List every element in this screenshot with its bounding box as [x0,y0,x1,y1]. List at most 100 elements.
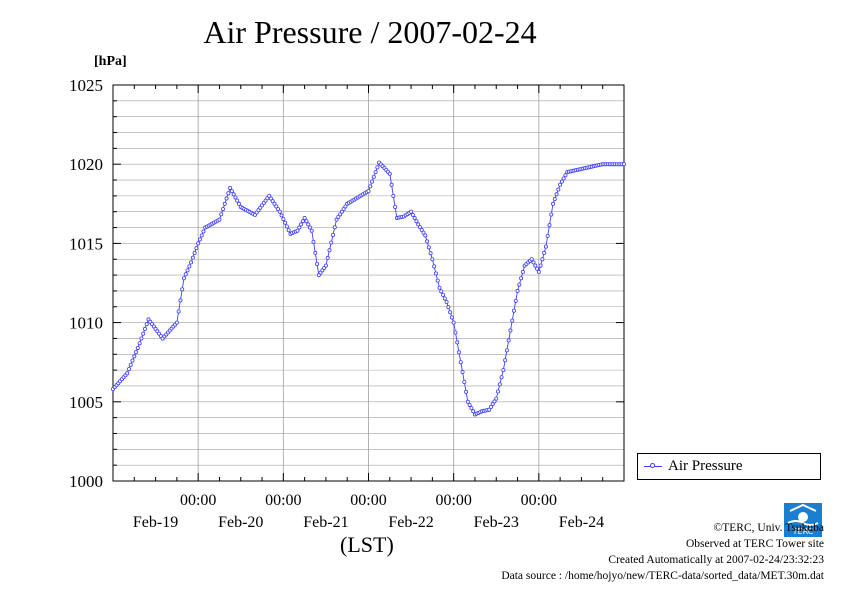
data-point [563,173,568,178]
data-point [304,219,309,224]
data-point [421,230,426,235]
y-axis-unit: [hPa] [94,54,127,69]
data-point [433,271,438,276]
logo-text: TERC [792,527,814,536]
data-point [542,250,547,255]
data-point [535,266,540,271]
data-point [142,326,147,331]
y-tick-label: 1000 [69,472,103,491]
data-point [446,305,451,310]
x-time-label: 00:00 [350,492,386,509]
data-point [458,360,463,365]
data-point [221,207,226,212]
data-point [219,212,224,217]
data-point [501,368,506,373]
data-point [276,207,281,212]
x-time-label: 00:00 [521,492,557,509]
data-point [274,204,279,209]
data-point [270,199,275,204]
data-point [410,212,415,217]
data-point [228,185,233,190]
data-point [515,288,520,293]
y-tick-label: 1025 [69,76,103,95]
data-point [178,298,183,303]
data-point [307,225,312,230]
data-point [442,296,447,301]
data-point [336,214,341,219]
data-point [506,338,511,343]
data-point [281,217,286,222]
y-tick-label: 1015 [69,234,103,253]
x-time-label: 00:00 [265,492,301,509]
data-point [286,228,291,233]
data-point [517,282,522,287]
data-point [224,196,229,201]
data-point [299,222,304,227]
data-point [185,268,190,273]
y-tick-label: 1010 [69,314,103,333]
legend-label: Air Pressure [668,458,743,474]
data-point [453,330,458,335]
data-point [467,402,472,407]
observation-site-text: Observed at TERC Tower site [685,538,824,550]
data-point [430,257,435,262]
data-point [417,225,422,230]
data-point [469,406,474,411]
data-point [283,220,288,225]
data-point [341,207,346,212]
data-point [416,222,421,227]
x-axis-label: (LST) [340,532,394,557]
data-point [435,278,440,283]
data-point [549,212,554,217]
data-point [277,209,282,214]
data-point [471,409,476,414]
data-point [134,350,139,355]
x-time-label: 00:00 [435,492,471,509]
data-point [128,362,133,367]
data-point [409,209,414,214]
data-point [490,402,495,407]
data-point [419,227,424,232]
data-point [414,219,419,224]
data-point [180,287,185,292]
data-point [373,170,378,175]
data-point [279,213,284,218]
data-point [538,263,543,268]
data-point [199,233,204,238]
data-point [432,264,437,269]
data-point [387,171,392,176]
data-point [236,201,241,206]
data-point [529,257,534,262]
data-point [313,250,318,255]
data-point [455,340,460,345]
data-point [272,201,277,206]
data-point [559,179,564,184]
data-point [302,216,307,221]
data-point [556,187,561,192]
data-point [217,217,222,222]
data-point [448,310,453,315]
data-point [370,179,375,184]
data-point [309,228,314,233]
data-point [451,320,456,325]
data-point [503,358,508,363]
data-point [267,193,272,198]
data-point [425,239,430,244]
data-point [540,257,545,262]
data-point [551,201,556,206]
data-point [339,209,344,214]
data-point [295,228,300,233]
data-point [325,255,330,260]
data-point [462,379,467,384]
data-point [135,345,140,350]
data-point [487,407,492,412]
data-point [229,189,234,194]
data-point [545,233,550,238]
data-point [125,371,130,376]
data-point [519,276,524,281]
x-date-label: Feb-21 [303,514,348,531]
legend-marker [650,463,655,468]
x-date-label: Feb-22 [388,514,433,531]
data-point [391,193,396,198]
x-date-label: Feb-24 [559,514,604,531]
